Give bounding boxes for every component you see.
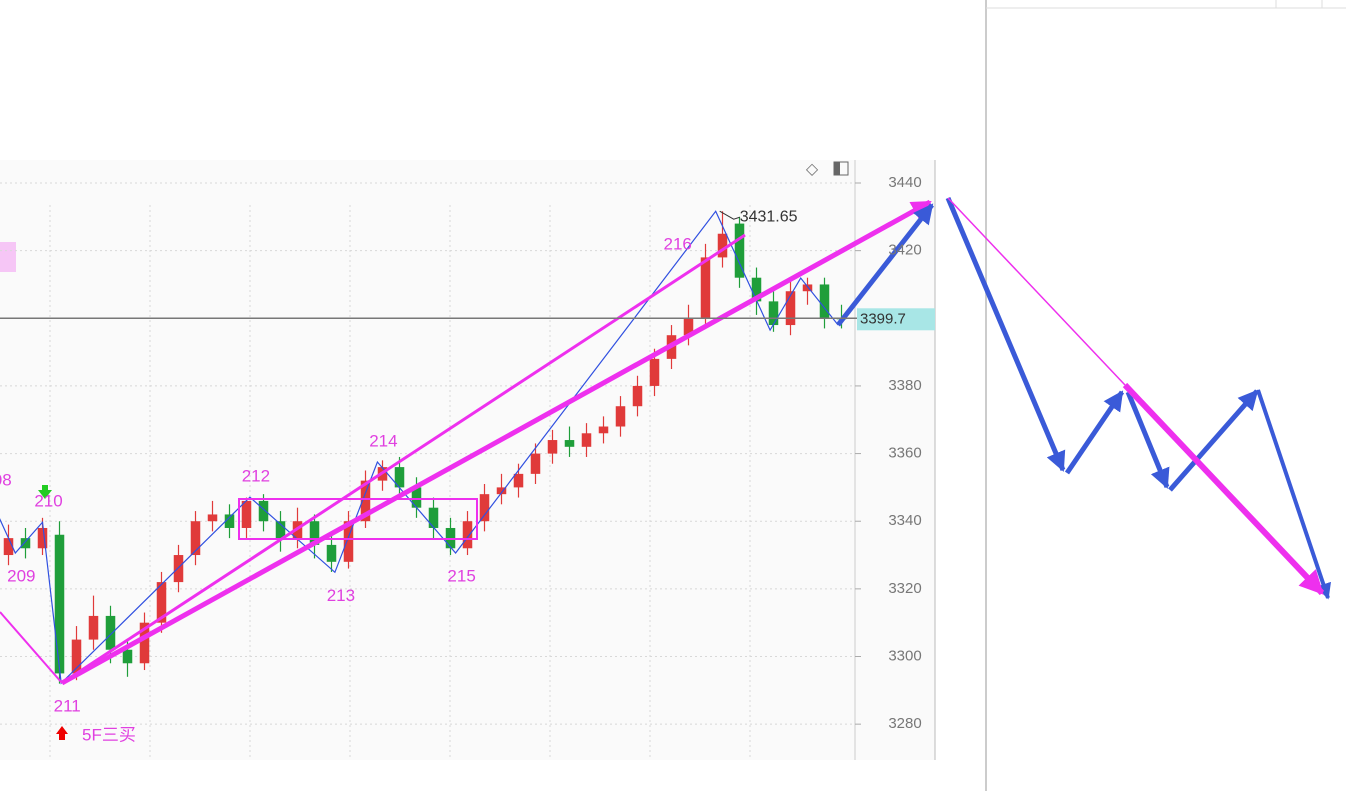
icon[interactable]: ◇ [806,161,819,178]
buy-arrow [56,726,68,740]
plot [0,182,855,725]
candle-body [207,514,218,522]
candle-body [496,487,507,495]
candle-body [734,223,745,278]
candle-body [632,385,643,407]
icon [834,162,840,175]
y-tick-label: 3420 [888,242,921,259]
pivot-label: 210 [34,492,62,511]
y-tick-label: 3320 [888,580,921,597]
candle-body [479,494,490,522]
candle-body [275,521,286,539]
candle-body [547,440,558,454]
candle-body [598,426,609,434]
candle-body [88,615,99,640]
y-tick-label: 3280 [888,715,921,732]
y-tick-label: 3380 [888,377,921,394]
pivot-label: 209 [7,566,35,585]
candle-body [241,500,252,528]
candle-body [717,233,728,258]
candle-body [20,538,31,549]
pivot-label: 214 [369,432,397,451]
price-tag [857,308,935,331]
candle-body [54,534,65,674]
y-tick-label: 3360 [888,445,921,462]
pivot-label: 213 [327,586,355,605]
pivot-label: 212 [242,467,270,486]
candle-body [768,301,779,326]
candle-body [190,521,201,556]
candle-body [683,318,694,336]
y-tick-label: 3340 [888,512,921,529]
candle-body [173,555,184,583]
candle-body [802,284,813,292]
sell-arrow [38,485,52,499]
candle-body [785,291,796,326]
candle-body [3,538,14,556]
candle-body [751,277,762,302]
high-label: 3431.65 [740,208,798,225]
candle-body [71,639,82,674]
pivot-label: 215 [447,566,475,585]
y-tick-label: 3440 [888,174,921,191]
candle-body [343,521,354,562]
price-label: 3399.7 [860,310,906,327]
candle-body [309,521,320,545]
projection-arrows [945,0,1346,791]
candle-body [564,440,575,447]
candle-body [105,615,116,650]
signal-label: 5F三买 [82,725,136,744]
candle-body [411,487,422,508]
candle-body [581,433,592,447]
candle-body [139,622,150,664]
high-marker [719,210,740,220]
candle-body [156,582,167,623]
pivot-label: 216 [664,235,692,254]
legend-fragment [0,242,16,272]
candle-body [360,480,371,522]
candle-body [428,507,439,528]
candle-body [819,284,830,319]
candle-body [649,358,660,386]
pivot-label: 211 [54,697,81,716]
candle-body [258,500,269,522]
candle-body [37,527,48,549]
y-tick-label: 3300 [888,647,921,664]
candle-body [513,473,524,488]
candle-body [700,257,711,319]
pivot-label: 208 [0,470,12,489]
candle-body [530,453,541,474]
candle-body [224,514,235,528]
candle-body [326,544,337,562]
candle-body [122,649,133,664]
trend-annotations [0,199,934,686]
candle-body [462,521,473,549]
candle-body [394,467,405,488]
candle-body [615,406,626,427]
